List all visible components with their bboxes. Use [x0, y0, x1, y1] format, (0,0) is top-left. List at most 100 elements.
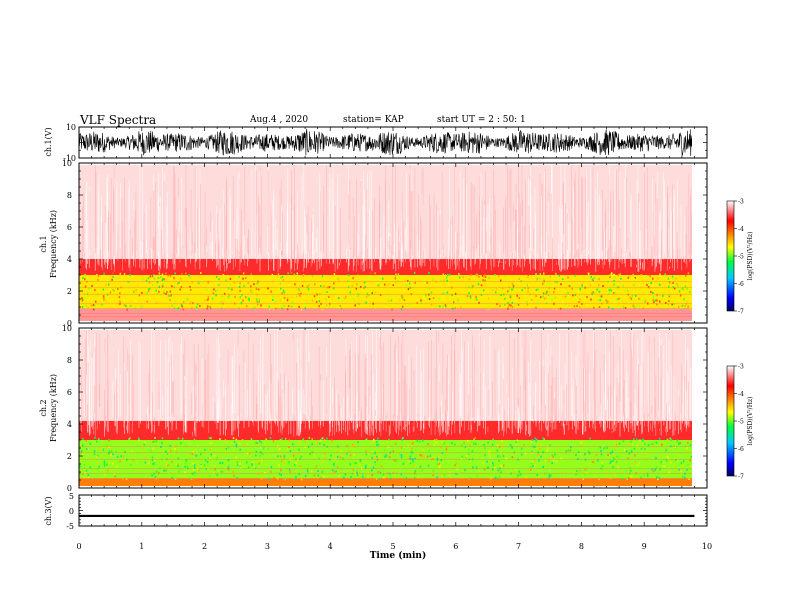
spectrogram-speckle	[652, 277, 654, 280]
spectrogram-speckle	[333, 464, 335, 467]
spectrogram-speckle	[629, 296, 632, 299]
spectrogram-speckle	[314, 283, 316, 286]
spectrogram-speckle	[660, 460, 663, 463]
spectrogram-speckle	[207, 281, 209, 284]
spectrogram-speckle	[177, 457, 179, 460]
spectrogram-speckle	[137, 467, 140, 470]
spectrogram-speckle	[545, 302, 548, 305]
spectrogram-speckle	[321, 470, 324, 473]
spectrogram-speckle	[624, 448, 626, 451]
spectrogram-speckle	[340, 450, 343, 453]
spectrogram-speckle	[323, 285, 325, 288]
spectrogram-speckle	[636, 444, 638, 447]
spectrogram-speckle	[151, 459, 154, 462]
spectrogram-speckle	[562, 301, 564, 304]
spectrogram-speckle	[102, 295, 105, 298]
spectrogram-speckle	[223, 292, 226, 295]
spectrogram-speckle	[631, 463, 633, 466]
spectrogram-speckle	[556, 460, 558, 463]
spectrogram-speckle	[200, 465, 203, 467]
spectrogram-speckle	[466, 449, 469, 452]
spectrogram-speckle	[233, 282, 235, 285]
spectrogram-speckle	[238, 275, 240, 278]
spectrogram-speckle	[225, 279, 227, 282]
spectrogram-speckle	[333, 273, 336, 275]
spectrogram-speckle	[80, 450, 83, 452]
spectrogram-speckle	[81, 272, 83, 275]
spectrogram-speckle	[232, 471, 234, 473]
spectrogram-speckle	[634, 277, 636, 279]
spectrogram-speckle	[606, 301, 608, 304]
colorbar-ch1-label: log(PSD)(V²/Hz)	[747, 232, 754, 281]
spectrogram-speckle	[497, 469, 500, 472]
spectrogram-speckle	[79, 465, 81, 468]
x-tick-label: 1	[139, 542, 144, 551]
spectrogram-speckle	[574, 294, 577, 296]
spectrogram-speckle	[648, 287, 651, 290]
spectrogram-speckle	[588, 473, 591, 476]
spectrogram-speckle	[593, 277, 596, 279]
spectrogram-speckle	[430, 303, 433, 306]
spectrogram-speckle	[142, 278, 144, 281]
spectrogram-speckle	[575, 454, 577, 456]
spectrogram-ytick-label: 4	[67, 420, 72, 429]
spectrogram-speckle	[645, 448, 647, 451]
spectrogram-speckle	[119, 300, 121, 303]
spectrogram-speckle	[355, 462, 357, 464]
spectrogram-speckle	[612, 465, 614, 468]
spectrogram-speckle	[683, 298, 685, 301]
spectrogram-speckle	[488, 304, 491, 307]
spectrogram-speckle	[362, 473, 364, 476]
spectrogram-speckle	[400, 473, 403, 476]
spectrogram-speckle	[264, 448, 266, 450]
spectrogram-speckle	[83, 463, 85, 466]
spectrogram-speckle	[130, 463, 132, 466]
spectrogram-speckle	[300, 455, 303, 458]
spectrogram-speckle	[153, 277, 156, 280]
spectrogram-speckle	[238, 463, 240, 466]
spectrogram-speckle	[527, 273, 529, 276]
spectrogram-speckle	[330, 454, 332, 457]
spectrogram-speckle	[691, 293, 692, 296]
spectrogram-speckle	[329, 297, 331, 300]
spectrogram-speckle	[83, 466, 86, 469]
spectrogram-speckle	[639, 298, 641, 301]
spectrogram-speckle	[603, 447, 605, 450]
spectrogram-speckle	[184, 471, 186, 474]
spectrogram-speckle	[494, 274, 496, 276]
spectrogram-speckle	[355, 287, 358, 290]
ch3-waveform-frame	[78, 494, 708, 527]
spectrogram-speckle	[129, 273, 131, 276]
spectrogram-speckle	[211, 297, 214, 300]
spectrogram-speckle	[513, 451, 516, 454]
spectrogram-speckle	[86, 292, 89, 295]
spectrogram-speckle	[288, 439, 290, 442]
ch3-ytick-middle: 0	[69, 507, 74, 516]
spectrogram-speckle	[669, 437, 672, 440]
colorbar-ch2-ticks: -3-4-5-6-7	[734, 364, 744, 481]
spectrogram-speckle	[408, 461, 411, 464]
spectrogram-speckle	[441, 475, 443, 478]
spectrogram-speckle	[246, 305, 248, 308]
spectrogram-speckle	[640, 447, 643, 450]
spectrogram-speckle	[268, 473, 271, 476]
spectrogram-speckle	[221, 470, 224, 473]
spectrogram-speckle	[151, 275, 154, 278]
spectrogram-speckle	[224, 439, 227, 442]
spectrogram-speckle	[229, 305, 231, 308]
spectrogram-speckle	[602, 285, 604, 287]
spectrogram-speckle	[189, 302, 191, 305]
spectrogram-speckle	[227, 446, 230, 449]
spectrogram-speckle	[385, 301, 388, 304]
spectrogram-speckle	[631, 450, 633, 453]
spectrogram-speckle	[423, 295, 426, 298]
spectrogram-speckle	[676, 284, 679, 287]
spectrogram-speckle	[82, 437, 84, 440]
spectrogram-speckle	[83, 299, 85, 302]
spectrogram-speckle	[612, 462, 614, 465]
spectrogram-speckle	[400, 308, 403, 311]
spectrogram-speckle	[504, 297, 506, 300]
spectrogram-speckle	[652, 299, 654, 301]
spectrogram-speckle	[338, 280, 340, 283]
ch1-spectrogram-image	[79, 165, 692, 321]
